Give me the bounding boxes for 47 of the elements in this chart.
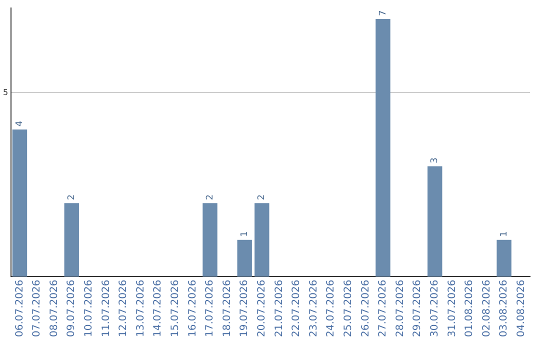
x-tick-label: 26.07.2026	[360, 280, 372, 338]
x-tick-label: 28.07.2026	[394, 280, 406, 338]
x-tick-label: 30.07.2026	[429, 280, 440, 338]
bar	[237, 240, 252, 277]
x-tick-label: 03.08.2026	[498, 280, 510, 338]
x-tick-label: 11.07.2026	[100, 280, 112, 338]
bar	[496, 240, 512, 277]
bar	[12, 129, 28, 277]
x-tick-label: 18.07.2026	[222, 280, 233, 338]
x-tick-label: 22.07.2026	[291, 280, 302, 338]
x-tick-label: 25.07.2026	[342, 280, 354, 338]
x-tick-label: 24.07.2026	[326, 280, 337, 338]
data-label: 1	[240, 231, 250, 237]
x-tick-label: 06.07.2026	[14, 280, 26, 338]
x-tick-label: 04.08.2026	[516, 280, 527, 338]
x-tick-label: 29.07.2026	[412, 280, 424, 338]
x-tick-label: 15.07.2026	[170, 280, 182, 338]
x-tick-label: 17.07.2026	[204, 280, 216, 338]
x-tick-label: 02.08.2026	[481, 280, 492, 338]
x-tick-label: 01.08.2026	[464, 280, 476, 338]
bar	[64, 203, 79, 277]
data-label: 2	[257, 194, 268, 200]
x-tick-label: 31.07.2026	[446, 280, 458, 338]
bar	[376, 19, 390, 277]
data-label: 1	[499, 231, 510, 237]
data-label: 2	[205, 194, 216, 200]
x-tick-label: 12.07.2026	[118, 280, 130, 338]
x-tick-label: 09.07.2026	[66, 280, 78, 338]
x-tick-label: 07.07.2026	[32, 280, 43, 338]
x-tick-label: 08.07.2026	[48, 280, 60, 338]
y-tick-label: 5	[2, 88, 8, 97]
bar	[254, 203, 270, 277]
x-tick-label: 14.07.2026	[152, 280, 164, 338]
x-tick-label: 16.07.2026	[187, 280, 198, 338]
bar	[202, 203, 218, 277]
x-tick-label: 19.07.2026	[239, 280, 250, 338]
data-label: 7	[378, 10, 388, 16]
bar	[428, 166, 442, 277]
x-tick-label: 23.07.2026	[308, 280, 320, 338]
data-label: 3	[430, 158, 440, 164]
x-tick-label: 21.07.2026	[274, 280, 285, 338]
x-tick-label: 13.07.2026	[135, 280, 146, 338]
data-label: 2	[66, 194, 77, 200]
x-tick-label: 20.07.2026	[256, 280, 268, 338]
x-tick-label: 27.07.2026	[378, 280, 389, 338]
x-tick-label: 10.07.2026	[84, 280, 95, 338]
data-label: 4	[15, 120, 26, 126]
